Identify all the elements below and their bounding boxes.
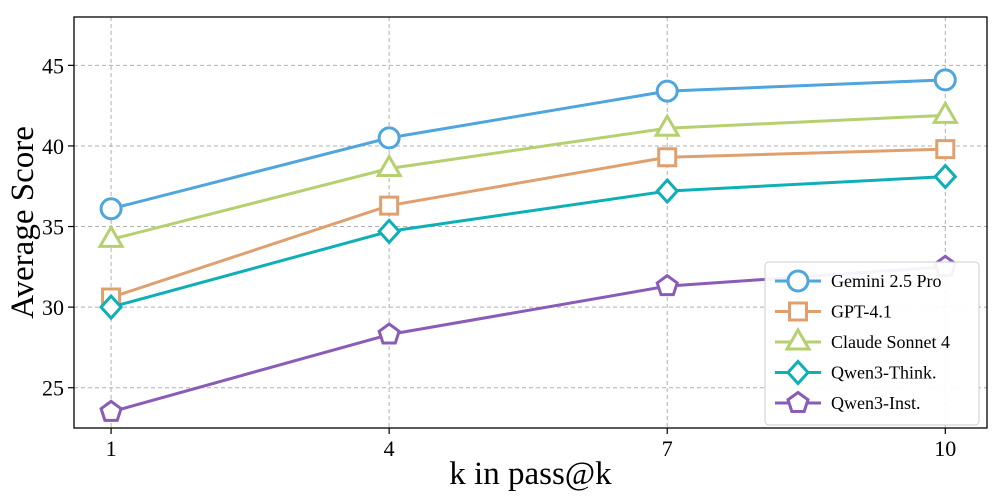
data-point-square <box>657 147 678 168</box>
series-qwen3-think <box>99 163 958 321</box>
series-claude-sonnet-4 <box>97 100 959 248</box>
series-line <box>110 113 946 241</box>
data-point-circle <box>933 68 957 92</box>
x-tick-label: 4 <box>384 436 395 461</box>
legend-marker-square <box>788 301 808 322</box>
legend-label: Qwen3-Think. <box>831 363 936 383</box>
data-point-diamond <box>377 218 402 245</box>
legend-entry: GPT-4.1 <box>775 301 892 322</box>
data-point-diamond <box>933 163 958 190</box>
y-tick-label: 35 <box>42 215 64 240</box>
data-point-square <box>935 139 956 160</box>
legend-marker-pentagon <box>786 390 810 413</box>
legend: Gemini 2.5 Pro GPT-4.1 Claude Sonnet 4 Qwen… <box>764 261 980 426</box>
legend-box <box>764 261 980 426</box>
series-line <box>110 147 946 299</box>
axis-ticks: 1 4 7 10 25 30 35 40 45 <box>42 53 956 461</box>
legend-entry: Gemini 2.5 Pro <box>775 269 942 293</box>
data-point-triangle <box>97 224 125 248</box>
data-point-diamond <box>99 293 124 321</box>
legend-entry: Qwen3-Inst. <box>775 390 920 413</box>
series-layer <box>97 68 959 422</box>
y-axis-title: Average Score <box>5 126 41 319</box>
series-gemini-2-5-pro <box>99 68 957 221</box>
data-point-triangle <box>931 100 959 124</box>
x-tick-label: 7 <box>662 436 673 461</box>
x-axis-title: k in pass@k <box>449 456 612 492</box>
x-tick-label: 1 <box>106 436 117 461</box>
data-point-diamond <box>655 177 680 205</box>
legend-label: GPT-4.1 <box>831 302 892 322</box>
data-point-circle <box>655 79 679 103</box>
data-point-pentagon <box>377 322 401 345</box>
plot-frame <box>73 16 988 429</box>
legend-label: Qwen3-Inst. <box>831 393 920 413</box>
y-tick-label: 40 <box>42 134 64 159</box>
x-tick-label: 10 <box>934 436 956 461</box>
data-point-circle <box>377 126 401 150</box>
data-point-triangle <box>653 113 681 137</box>
data-point-pentagon <box>99 399 123 422</box>
legend-marker-circle <box>786 269 810 293</box>
y-tick-label: 45 <box>42 53 64 78</box>
data-point-circle <box>99 197 123 221</box>
data-point-triangle <box>375 153 403 178</box>
legend-label: Claude Sonnet 4 <box>831 332 950 352</box>
legend-entry: Claude Sonnet 4 <box>775 327 950 352</box>
data-point-square <box>379 195 400 216</box>
legend-marker-diamond <box>785 359 811 386</box>
y-tick-label: 30 <box>42 295 64 320</box>
series-line <box>110 175 946 309</box>
series-line <box>110 78 946 211</box>
data-point-pentagon <box>655 273 679 297</box>
legend-label: Gemini 2.5 Pro <box>831 271 942 291</box>
y-tick-label: 25 <box>42 376 64 401</box>
series-gpt-4-1 <box>101 139 956 308</box>
legend-entry: Qwen3-Think. <box>775 359 936 386</box>
legend-marker-triangle <box>784 327 812 351</box>
